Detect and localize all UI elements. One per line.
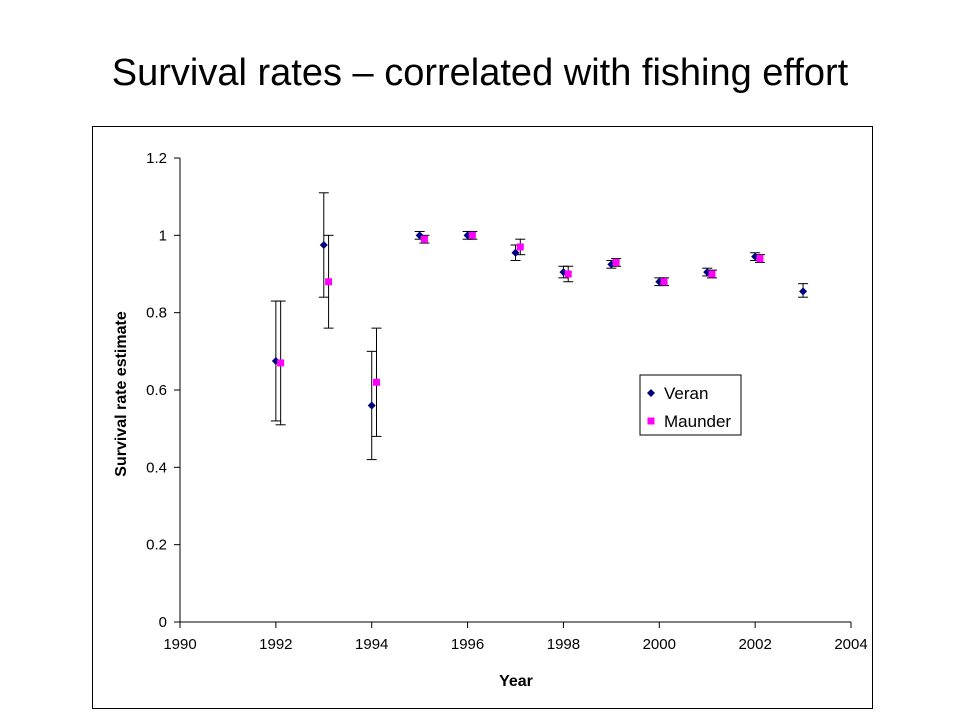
- chart-legend: Veran Maunder: [639, 374, 742, 436]
- legend-box: [639, 374, 742, 436]
- y-tick-label: 0.8: [146, 305, 167, 322]
- slide-title: Survival rates – correlated with fishing…: [111, 52, 849, 94]
- maunder-point: [660, 278, 668, 286]
- x-tick-label: 2000: [643, 636, 676, 653]
- x-tick-label: 1994: [355, 636, 388, 653]
- y-tick-label: 0.2: [146, 537, 167, 554]
- y-tick-label: 0.6: [146, 382, 167, 399]
- x-tick-label: 1998: [547, 636, 580, 653]
- legend-marker-veran: [647, 389, 655, 397]
- veran-point: [319, 241, 328, 249]
- chart-axes: 1990 1992 1994 1996 1998 2000 2002 2004 0 0.2 0.4 0…: [146, 150, 868, 653]
- maunder-point: [708, 270, 716, 278]
- veran-point: [511, 248, 520, 257]
- maunder-point: [756, 255, 764, 263]
- maunder-point: [373, 378, 381, 386]
- y-tick-label: 1: [159, 227, 167, 244]
- x-tick-label: 2004: [834, 636, 867, 653]
- legend-marker-maunder: [647, 417, 655, 425]
- x-axis-title: Year: [499, 673, 533, 690]
- x-tick-label: 1990: [163, 636, 196, 653]
- x-tick-label: 2002: [738, 636, 771, 653]
- y-tick-label: 0.4: [146, 459, 167, 476]
- legend-label-maunder: Maunder: [664, 412, 731, 431]
- veran-point: [367, 401, 376, 410]
- maunder-point: [516, 243, 524, 251]
- maunder-point: [564, 270, 572, 278]
- data-markers: [271, 231, 808, 410]
- chart-frame: [92, 126, 873, 709]
- maunder-point: [468, 231, 476, 239]
- x-tick-label: 1996: [451, 636, 484, 653]
- maunder-point: [612, 258, 620, 266]
- maunder-point: [420, 235, 428, 243]
- y-tick-label: 0: [159, 614, 167, 631]
- veran-point: [799, 287, 808, 296]
- x-tick-label: 1992: [259, 636, 292, 653]
- legend-label-veran: Veran: [664, 384, 708, 403]
- y-axis-title: Survival rate estimate: [113, 311, 130, 477]
- maunder-point: [277, 359, 285, 367]
- maunder-point: [325, 278, 333, 286]
- y-tick-label: 1.2: [146, 150, 167, 167]
